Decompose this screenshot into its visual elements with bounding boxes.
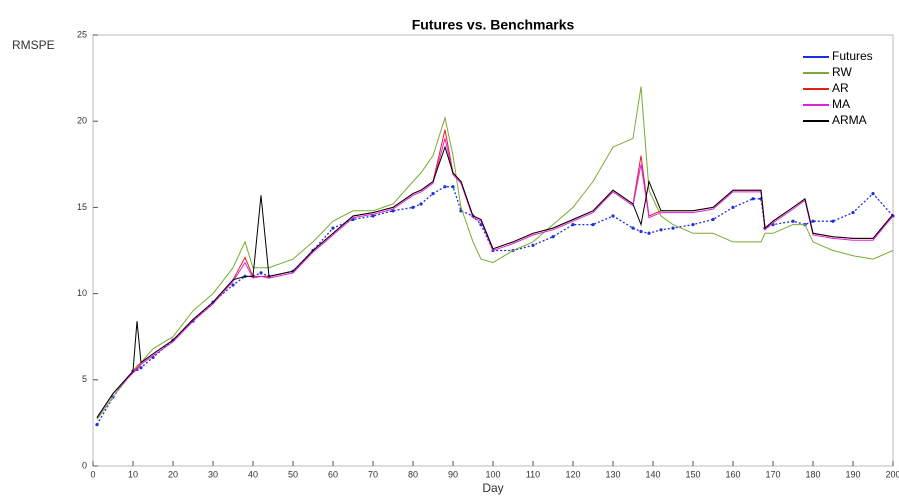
y-tick-label: 0 — [82, 460, 87, 470]
series-marker — [571, 223, 575, 227]
series-marker — [631, 226, 635, 230]
series-marker — [691, 223, 695, 227]
series-line — [96, 86, 894, 420]
series-marker — [443, 185, 447, 189]
series-marker — [811, 219, 815, 223]
x-tick-label: 190 — [845, 469, 860, 479]
x-tick-label: 140 — [645, 469, 660, 479]
x-tick-label: 180 — [805, 469, 820, 479]
x-tick-label: 160 — [725, 469, 740, 479]
x-tick-label: 50 — [288, 469, 298, 479]
series-marker — [611, 214, 615, 218]
series-marker — [647, 231, 651, 235]
x-tick-label: 70 — [368, 469, 378, 479]
y-axis-label: RMSPE — [12, 38, 55, 52]
x-tick-label: 0 — [90, 469, 95, 479]
x-tick-label: 150 — [685, 469, 700, 479]
series-marker — [331, 226, 335, 230]
series-marker — [95, 423, 99, 427]
x-tick-label: 80 — [408, 469, 418, 479]
y-tick-label: 20 — [77, 116, 87, 126]
legend-label: MA — [832, 97, 850, 111]
y-tick-label: 25 — [77, 29, 87, 39]
series-marker — [711, 217, 715, 222]
series-marker — [259, 271, 263, 275]
series-marker — [551, 235, 555, 239]
x-tick-label: 170 — [765, 469, 780, 479]
series-marker — [139, 366, 143, 370]
series-marker — [659, 228, 663, 232]
x-tick-label: 200 — [885, 469, 899, 479]
chart-title: Futures vs. Benchmarks — [412, 17, 575, 33]
x-tick-label: 40 — [248, 469, 258, 479]
series-marker — [531, 243, 535, 247]
series-marker — [851, 210, 855, 215]
series-line — [96, 145, 894, 418]
series-marker — [831, 219, 835, 223]
x-tick-label: 110 — [526, 469, 540, 479]
series-marker — [731, 205, 735, 209]
series-marker — [871, 192, 875, 196]
x-tick-label: 130 — [605, 469, 620, 479]
series-marker — [431, 192, 435, 196]
series-marker — [231, 283, 235, 287]
series-marker — [671, 226, 675, 230]
series-marker — [419, 202, 423, 206]
series-marker — [591, 223, 595, 227]
x-tick-label: 100 — [485, 469, 500, 479]
legend-label: ARMA — [832, 113, 867, 127]
x-tick-label: 120 — [565, 469, 580, 479]
series-marker — [639, 229, 643, 234]
series-marker — [451, 185, 455, 189]
x-tick-label: 10 — [128, 469, 138, 479]
legend-label: Futures — [832, 49, 873, 63]
x-tick-label: 20 — [168, 469, 178, 479]
y-tick-label: 10 — [77, 288, 87, 298]
series-marker — [411, 205, 415, 209]
series-marker — [391, 209, 395, 213]
series-marker — [791, 219, 795, 223]
legend-label: RW — [832, 65, 852, 79]
series-marker — [371, 214, 375, 218]
series-marker — [751, 197, 755, 201]
x-axis-label: Day — [482, 481, 503, 495]
series-line — [96, 186, 894, 425]
y-tick-label: 15 — [77, 202, 87, 212]
x-tick-label: 30 — [208, 469, 218, 479]
y-tick-label: 5 — [82, 374, 87, 384]
legend-label: AR — [832, 81, 849, 95]
x-tick-label: 90 — [448, 469, 458, 479]
x-tick-label: 60 — [328, 469, 338, 479]
